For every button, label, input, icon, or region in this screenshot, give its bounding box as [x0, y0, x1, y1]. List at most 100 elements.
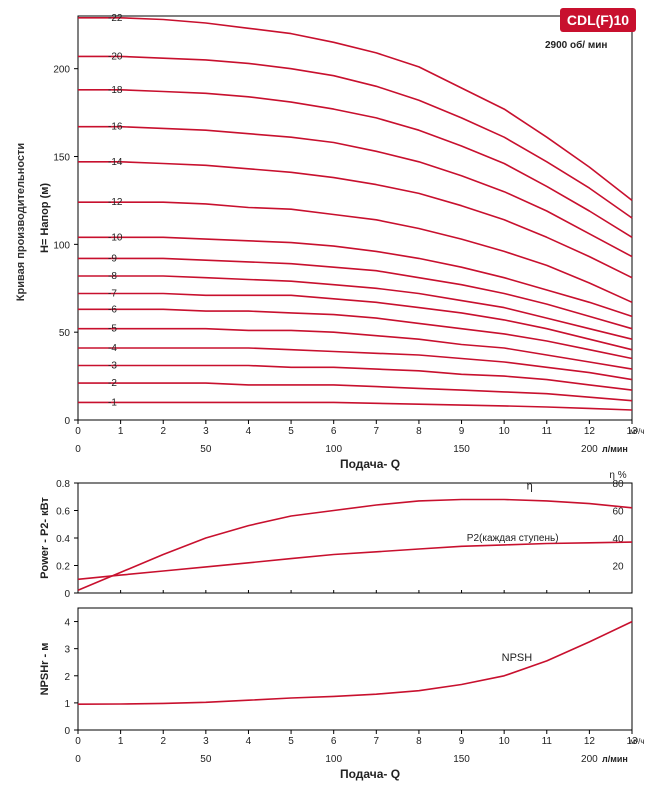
npsh-x-tick-label: 7 [374, 736, 380, 747]
head-curve [78, 308, 633, 360]
head-x-tick-label: 6 [331, 426, 337, 437]
head-x-tick-label: 2 [160, 426, 166, 437]
head-x-units-lpm: л/мин [602, 444, 628, 454]
side-label: Кривая производительности [15, 143, 27, 301]
head-x-tick-label: 4 [246, 426, 252, 437]
npsh-x-tick-label: 3 [203, 736, 209, 747]
head-curve [78, 275, 633, 340]
model-badge-label: CDL(F)10 [566, 12, 630, 28]
head-x-axis-label: Подача- Q [340, 457, 400, 471]
npsh-chart-frame [77, 607, 633, 731]
head-x-units-m3h: м³/ч [630, 427, 645, 436]
head-curve [78, 55, 633, 219]
head-curve [78, 236, 633, 318]
head-curve-label: -12 [108, 197, 123, 208]
head-x-tick-label: 10 [499, 426, 511, 437]
head-x-lpm-label: 200 [581, 444, 598, 455]
head-curve [78, 401, 633, 411]
power-y-tick-label: 0 [64, 589, 70, 600]
head-curve [78, 292, 633, 351]
head-curve [78, 382, 633, 402]
head-curve [78, 347, 633, 381]
npsh-x-axis-label: Подача- Q [340, 767, 400, 781]
head-curve-label: -6 [108, 304, 117, 315]
npsh-y-tick-label: 2 [64, 672, 70, 683]
power-curve-label: P2(каждая ступень) [467, 533, 559, 544]
head-x-tick-label: 13 [626, 426, 638, 437]
npsh-x-lpm-label: 150 [453, 754, 470, 765]
efficiency-y-tick-label: 20 [612, 562, 624, 573]
head-y-tick-label: 200 [53, 65, 70, 76]
npsh-curve [77, 620, 633, 706]
head-y-axis-label: H= Напор (м) [39, 183, 51, 253]
head-curve-label: -18 [108, 85, 123, 96]
head-curve-label: -8 [108, 271, 117, 282]
npsh-x-lpm-label: 0 [75, 754, 81, 765]
npsh-y-tick-label: 4 [64, 618, 70, 629]
npsh-x-tick-label: 2 [160, 736, 166, 747]
npsh-x-lpm-label: 100 [325, 754, 342, 765]
head-x-lpm-label: 100 [325, 444, 342, 455]
head-chart-frame [77, 15, 633, 421]
head-curve-label: -14 [108, 157, 123, 168]
npsh-y-tick-label: 0 [64, 726, 70, 737]
head-curve [78, 161, 633, 279]
npsh-x-tick-label: 5 [288, 736, 294, 747]
head-curve [78, 16, 633, 202]
efficiency-curve [77, 498, 633, 592]
npsh-y-tick-label: 3 [64, 645, 70, 656]
npsh-x-tick-label: 11 [542, 736, 553, 747]
power-y-axis-label: Power - P2- кВт [39, 497, 51, 579]
efficiency-y-tick-label: 80 [612, 479, 624, 490]
head-x-tick-label: 11 [542, 426, 553, 437]
npsh-y-tick-label: 1 [64, 699, 70, 710]
npsh-x-units-m3h: м³/ч [630, 737, 645, 746]
head-y-tick-label: 0 [64, 416, 70, 427]
efficiency-y-tick-label: 40 [612, 534, 624, 545]
head-curve-label: -7 [108, 289, 117, 300]
head-x-tick-label: 1 [118, 426, 124, 437]
head-curve-label: -16 [108, 122, 123, 133]
npsh-x-tick-label: 10 [499, 736, 511, 747]
head-x-tick-label: 5 [288, 426, 294, 437]
efficiency-y-axis-label: η % [609, 470, 626, 481]
npsh-x-tick-label: 13 [626, 736, 638, 747]
head-x-tick-label: 0 [75, 426, 81, 437]
npsh-x-tick-label: 0 [75, 736, 81, 747]
head-curve [78, 89, 633, 238]
head-curve-label: -9 [108, 253, 117, 264]
head-y-tick-label: 150 [53, 153, 70, 164]
head-x-tick-label: 8 [416, 426, 422, 437]
efficiency-y-tick-label: 60 [612, 507, 624, 518]
head-y-tick-label: 50 [59, 328, 71, 339]
head-curve [78, 364, 633, 391]
head-curve-label: -10 [108, 232, 123, 243]
head-curve-label: -4 [108, 343, 117, 354]
power-y-tick-label: 0.6 [56, 507, 70, 518]
head-curve-label: -22 [108, 13, 123, 24]
power-y-tick-label: 0.8 [56, 479, 70, 490]
speed-label: 2900 об/ мин [545, 40, 608, 51]
head-x-tick-label: 7 [374, 426, 380, 437]
power-y-tick-label: 0.4 [56, 534, 70, 545]
head-curve-label: -1 [108, 397, 117, 408]
npsh-x-tick-label: 8 [416, 736, 422, 747]
efficiency-curve-label: η [527, 481, 533, 493]
npsh-curve-label: NPSH [502, 652, 533, 664]
head-curve [78, 327, 633, 370]
head-x-lpm-label: 150 [453, 444, 470, 455]
head-curve [78, 125, 633, 258]
head-curve [78, 201, 633, 304]
npsh-x-tick-label: 12 [584, 736, 596, 747]
power-curve [77, 541, 633, 581]
npsh-y-axis-label: NPSHr - м [39, 643, 51, 696]
head-x-tick-label: 3 [203, 426, 209, 437]
head-x-tick-label: 9 [459, 426, 465, 437]
head-curve-label: -5 [108, 324, 117, 335]
head-x-tick-label: 12 [584, 426, 596, 437]
head-curve-label: -3 [108, 361, 117, 372]
model-badge [560, 8, 636, 32]
npsh-x-lpm-label: 50 [200, 754, 212, 765]
